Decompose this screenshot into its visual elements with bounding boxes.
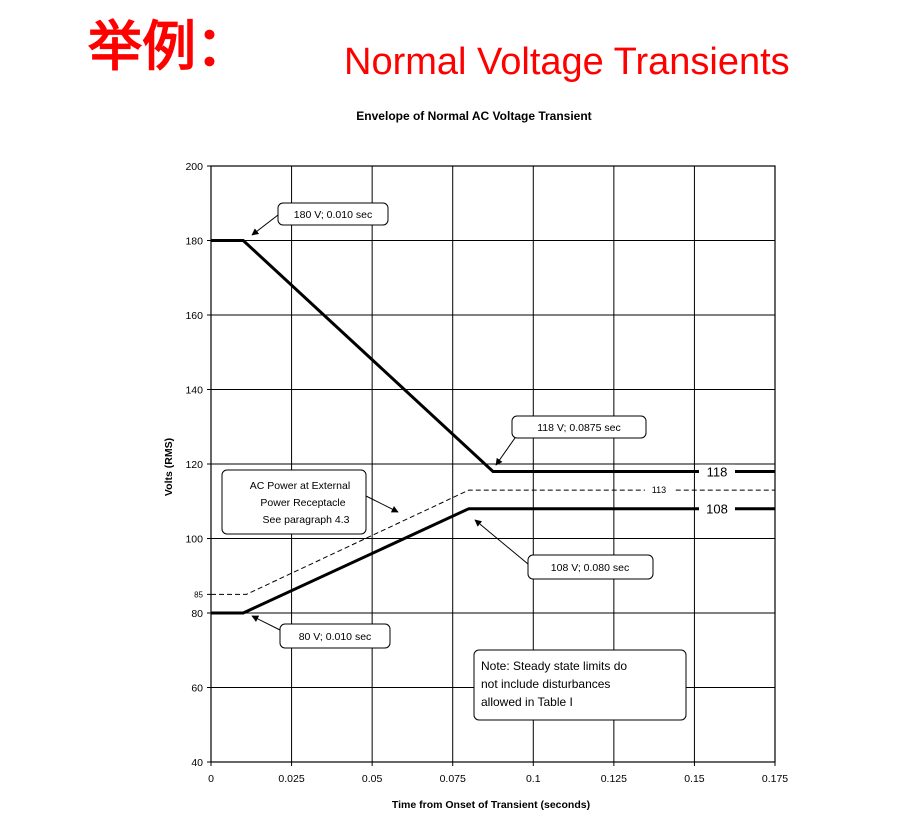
annotation-180v-label: 180 V; 0.010 sec — [294, 209, 372, 221]
annotation-note-line-2: not include disturbances — [481, 677, 610, 691]
plot-border — [210, 165, 776, 763]
slide-title-chinese: 举例： — [88, 14, 250, 78]
chart-series: 118 113 108 — [211, 239, 775, 615]
y-tick-label: 180 — [185, 236, 203, 248]
annotation-80v-label: 80 V; 0.010 sec — [299, 631, 372, 643]
line-label-bg — [698, 464, 735, 479]
x-tick-label: 0.175 — [762, 773, 788, 785]
y-tick-label: 140 — [185, 385, 203, 397]
chart-axes: 0 0.025 0.05 0.075 0.1 0.125 0.15 0.175 40 60 80 10… — [185, 161, 788, 785]
annotation-ac-power-line-3: See paragraph 4.3 — [263, 514, 350, 526]
slide-title-english: Normal Voltage Transients — [344, 41, 790, 83]
series-line-2 — [211, 489, 775, 595]
slide-title: 举例： Normal Voltage Transients — [88, 14, 888, 94]
y-tick-label: 160 — [185, 310, 203, 322]
annotation-note-line-3: allowed in Table I — [481, 695, 573, 709]
line-label-108: 108 — [706, 502, 728, 517]
x-tick-label: 0 — [208, 773, 214, 785]
y-tick-label-extra: 85 — [194, 590, 203, 599]
y-tick-label: 80 — [191, 608, 203, 620]
annotation-ac-power-line-1: AC Power at External — [250, 480, 350, 492]
annotation-80v: 80 V; 0.010 sec — [251, 615, 391, 649]
y-tick-label: 200 — [185, 161, 203, 173]
annotation-180v: 180 V; 0.010 sec — [251, 202, 389, 236]
annotation-ac-power-line-2: Power Receptacle — [260, 497, 345, 509]
annotation-118v: 118 V; 0.0875 sec — [495, 415, 647, 466]
series-line-1 — [211, 507, 775, 615]
line-label-bg — [644, 485, 673, 496]
x-tick-label: 0.125 — [601, 773, 627, 785]
line-label-bg — [698, 501, 735, 516]
line-label-113: 113 — [652, 485, 666, 495]
y-axis-label: Volts (RMS) — [163, 438, 175, 496]
annotation-118v-label: 118 V; 0.0875 sec — [537, 422, 620, 434]
annotation-108v-label: 108 V; 0.080 sec — [551, 562, 629, 574]
annotation-note: Note: Steady state limits do not include… — [473, 649, 687, 721]
x-tick-label: 0.075 — [440, 773, 466, 785]
y-tick-label: 60 — [191, 683, 203, 695]
x-axis-label: Time from Onset of Transient (seconds) — [392, 799, 590, 811]
y-tick-label: 40 — [191, 757, 203, 769]
annotation-note-line-1: Note: Steady state limits do — [481, 659, 627, 673]
annotation-ac-power: AC Power at External Power Receptacle Se… — [221, 469, 399, 535]
x-tick-label: 0.05 — [362, 773, 383, 785]
y-tick-label: 100 — [185, 534, 203, 546]
annotation-108v: 108 V; 0.080 sec — [474, 519, 654, 580]
x-tick-label: 0.1 — [526, 773, 541, 785]
x-tick-label: 0.15 — [684, 773, 705, 785]
chart-title: Envelope of Normal AC Voltage Transient — [356, 109, 591, 123]
y-tick-label: 120 — [185, 459, 203, 471]
x-tick-label: 0.025 — [278, 773, 304, 785]
series-line-0 — [211, 239, 775, 473]
line-label-118: 118 — [707, 464, 728, 479]
